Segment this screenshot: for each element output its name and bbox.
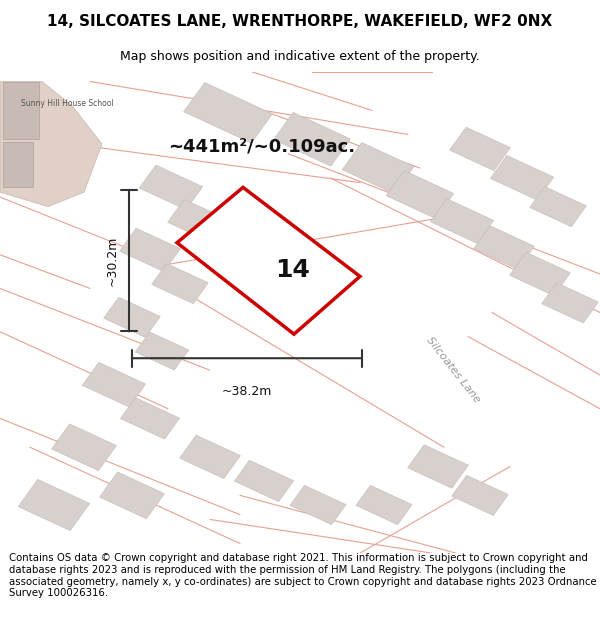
Text: Silcoates Lane: Silcoates Lane xyxy=(424,336,482,405)
Polygon shape xyxy=(452,476,508,516)
Polygon shape xyxy=(449,127,511,171)
Polygon shape xyxy=(184,82,272,143)
Polygon shape xyxy=(3,142,33,188)
Polygon shape xyxy=(121,398,179,439)
Polygon shape xyxy=(407,445,469,488)
Polygon shape xyxy=(167,199,229,242)
Polygon shape xyxy=(356,486,412,524)
Polygon shape xyxy=(52,424,116,471)
Polygon shape xyxy=(342,142,414,194)
Polygon shape xyxy=(104,298,160,338)
Polygon shape xyxy=(3,81,39,139)
Polygon shape xyxy=(136,332,188,370)
Polygon shape xyxy=(509,253,571,296)
Polygon shape xyxy=(290,486,346,524)
Polygon shape xyxy=(386,171,454,219)
Polygon shape xyxy=(473,226,535,269)
Polygon shape xyxy=(274,112,350,166)
Text: Map shows position and indicative extent of the property.: Map shows position and indicative extent… xyxy=(120,49,480,62)
Text: 14: 14 xyxy=(275,258,310,282)
Polygon shape xyxy=(177,188,360,334)
Polygon shape xyxy=(18,479,90,531)
Polygon shape xyxy=(530,187,586,227)
Polygon shape xyxy=(235,460,293,502)
Polygon shape xyxy=(490,156,554,200)
Text: ~30.2m: ~30.2m xyxy=(105,236,118,286)
Text: Sunny Hill House School: Sunny Hill House School xyxy=(21,99,113,107)
Polygon shape xyxy=(152,264,208,304)
Polygon shape xyxy=(100,472,164,519)
Polygon shape xyxy=(179,435,241,479)
Polygon shape xyxy=(139,165,203,209)
Polygon shape xyxy=(542,283,598,323)
Polygon shape xyxy=(82,362,146,407)
Text: 14, SILCOATES LANE, WRENTHORPE, WAKEFIELD, WF2 0NX: 14, SILCOATES LANE, WRENTHORPE, WAKEFIEL… xyxy=(47,14,553,29)
Text: Contains OS data © Crown copyright and database right 2021. This information is : Contains OS data © Crown copyright and d… xyxy=(9,553,596,598)
Polygon shape xyxy=(430,199,494,243)
Polygon shape xyxy=(0,81,102,207)
Text: ~441m²/~0.109ac.: ~441m²/~0.109ac. xyxy=(168,138,355,156)
Polygon shape xyxy=(119,228,181,272)
Text: ~38.2m: ~38.2m xyxy=(222,384,272,398)
